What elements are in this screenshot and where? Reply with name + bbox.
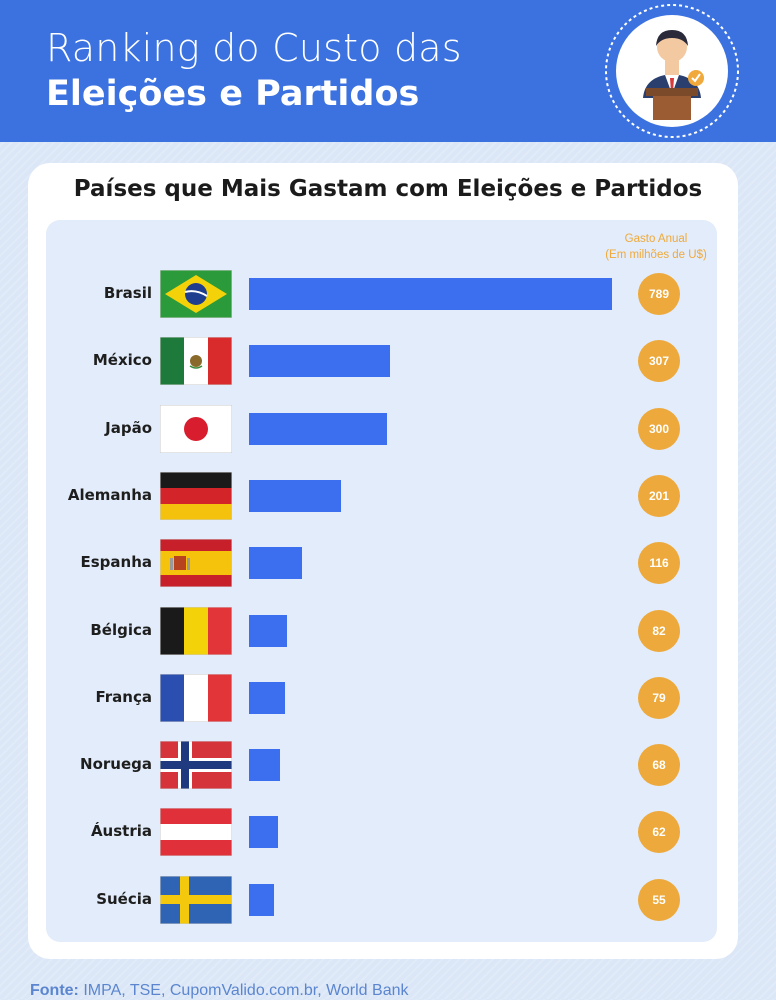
value-label: 116 <box>638 542 680 585</box>
sweden-flag-icon <box>160 875 232 924</box>
value-label: 789 <box>638 273 680 315</box>
value-label: 62 <box>638 811 680 854</box>
bar <box>249 412 388 445</box>
source-note: Fonte: IMPA, TSE, CupomValido.com.br, Wo… <box>30 982 408 1000</box>
value-label: 300 <box>638 407 680 450</box>
bar <box>249 816 278 849</box>
brazil-flag-icon <box>160 270 232 318</box>
source-text: IMPA, TSE, CupomValido.com.br, World Ban… <box>78 982 409 999</box>
value-label: 201 <box>638 474 680 517</box>
bar <box>249 749 281 782</box>
value-header-line2: (Em milhões de U$) <box>605 249 707 261</box>
bar <box>249 547 303 580</box>
austria-flag-icon <box>160 808 232 857</box>
country-label: Alemanha <box>67 485 152 504</box>
country-label: Espanha <box>80 553 152 572</box>
country-label: México <box>92 351 152 370</box>
bar <box>249 883 275 916</box>
norway-flag-icon <box>160 741 232 790</box>
spain-flag-icon <box>160 539 232 588</box>
bar <box>249 614 287 647</box>
bar <box>249 278 612 310</box>
country-label: Bélgica <box>90 620 152 639</box>
mexico-flag-icon <box>160 337 232 386</box>
bar <box>249 479 342 512</box>
country-label: Áustria <box>90 822 152 841</box>
source-label: Fonte: <box>30 982 79 999</box>
value-header-line1: Gasto Anual <box>624 233 688 245</box>
speaker-podium-icon <box>605 4 739 138</box>
country-label: Noruega <box>80 755 152 774</box>
country-label: Brasil <box>103 284 152 302</box>
value-label: 55 <box>638 878 680 921</box>
value-label: 79 <box>638 676 680 719</box>
page-title-line2: Eleições e Partidos <box>46 74 420 114</box>
bar <box>249 681 286 714</box>
chart-panel <box>46 220 717 942</box>
bar <box>249 345 391 378</box>
chart-title: Países que Mais Gastam com Eleições e Pa… <box>73 176 703 202</box>
country-label: Japão <box>105 418 152 437</box>
value-label: 82 <box>638 609 680 652</box>
value-label: 68 <box>638 744 680 787</box>
country-label: Suécia <box>96 889 152 908</box>
france-flag-icon <box>160 673 232 722</box>
value-label: 307 <box>638 340 680 383</box>
header-banner: Ranking do Custo das Eleições e Partidos <box>0 0 776 142</box>
page-title-line1: Ranking do Custo das <box>46 26 462 70</box>
japan-flag-icon <box>160 404 232 453</box>
germany-flag-icon <box>160 471 232 520</box>
belgium-flag-icon <box>160 606 232 655</box>
country-label: França <box>95 687 153 706</box>
value-column-header: Gasto Anual (Em milhões de U$) <box>596 231 716 263</box>
